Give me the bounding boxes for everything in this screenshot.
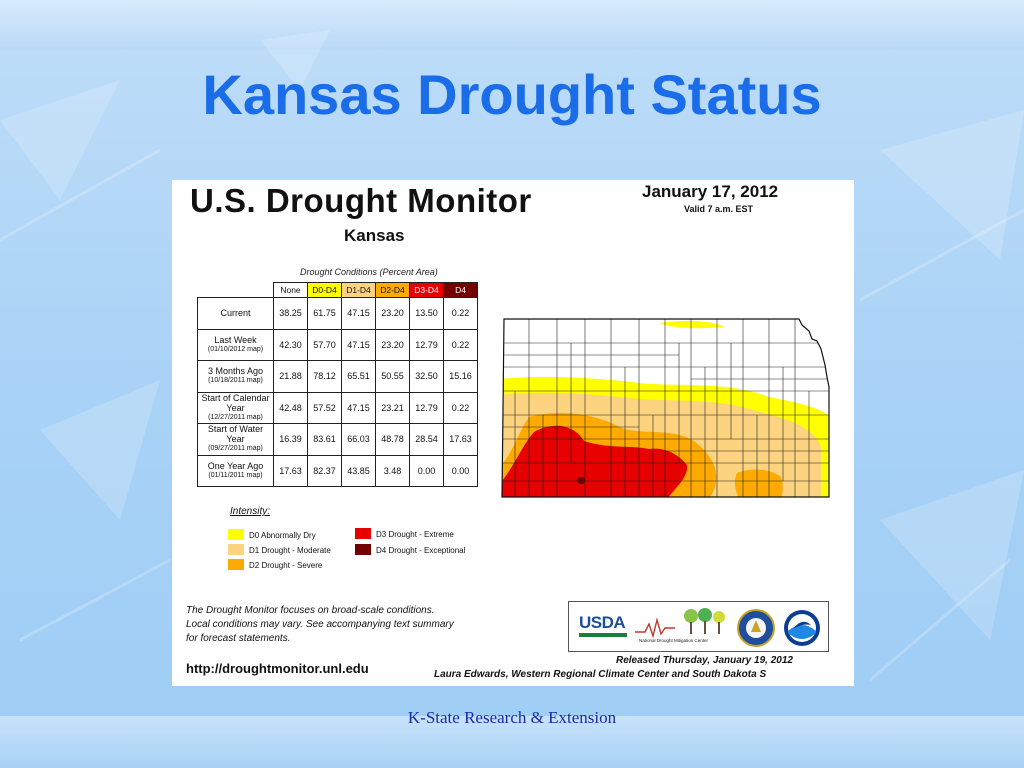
legend-swatch-d3: [355, 528, 371, 539]
note-line: for forecast statements.: [186, 633, 291, 644]
monitor-title: U.S. Drought Monitor: [190, 182, 532, 219]
table-cell: 42.48: [273, 391, 308, 424]
table-cell: 17.63: [273, 454, 308, 487]
drought-monitor-panel: U.S. Drought Monitor Kansas January 17, …: [172, 180, 854, 686]
table-cell: 43.85: [341, 454, 376, 487]
col-header-none: None: [273, 282, 308, 298]
table-caption: Drought Conditions (Percent Area): [300, 267, 438, 277]
table-row: 3 Months Ago (10/18/2011 map) 21.88 78.12…: [197, 360, 478, 393]
table-cell: 28.54: [409, 423, 444, 456]
table-cell: 0.00: [409, 454, 444, 487]
map-state-outline: [501, 318, 830, 498]
monitor-state: Kansas: [344, 226, 405, 245]
row-label: Start of Calendar Year (12/27/2011 map): [197, 391, 274, 424]
partner-logos-box: USDA National Drought Mitigation Center: [568, 601, 829, 652]
table-cell: 57.70: [307, 328, 342, 361]
legend-label-d2: D2 Drought - Severe: [249, 561, 323, 570]
table-row: Start of Calendar Year (12/27/2011 map) 4…: [197, 391, 478, 424]
table-row: Current 38.25 61.75 47.15 23.20 13.50 0.…: [197, 297, 478, 330]
map-d3-area: [502, 425, 688, 497]
table-cell: 15.16: [443, 360, 478, 393]
release-date: Released Thursday, January 19, 2012: [616, 655, 793, 666]
row-label: One Year Ago (01/11/2011 map): [197, 454, 274, 487]
map-county-grid: [502, 319, 829, 497]
table-cell: 32.50: [409, 360, 444, 393]
legend-swatch-d2: [228, 559, 244, 570]
noaa-logo-icon: [784, 610, 820, 646]
table-row: One Year Ago (01/11/2011 map) 17.63 82.37…: [197, 454, 478, 487]
table-cell: 47.15: [341, 297, 376, 330]
commerce-seal-icon: [737, 609, 775, 647]
legend-label-d1: D1 Drought - Moderate: [249, 546, 331, 555]
legend-label-d4: D4 Drought - Exceptional: [376, 546, 466, 555]
monitor-date: January 17, 2012: [642, 182, 779, 201]
row-label: 3 Months Ago (10/18/2011 map): [197, 360, 274, 393]
table-cell: 23.20: [375, 297, 410, 330]
table-cell: 13.50: [409, 297, 444, 330]
map-d4-area: [577, 476, 586, 485]
table-cell: 57.52: [307, 391, 342, 424]
drought-conditions-table: None D0-D4 D1-D4 D2-D4 D3-D4 D4 Current …: [197, 282, 478, 487]
col-header-d3-d4: D3-D4: [409, 282, 444, 298]
usda-logo-bar: [579, 633, 627, 637]
map-d0-north-strip: [659, 320, 724, 329]
table-cell: 61.75: [307, 297, 342, 330]
table-cell: 47.15: [341, 391, 376, 424]
legend-swatch-d1: [228, 544, 244, 555]
map-d2-southeast-area: [734, 469, 783, 497]
table-cell: 83.61: [307, 423, 342, 456]
footer-credit: K-State Research & Extension: [407, 708, 617, 727]
table-cell: 0.22: [443, 391, 478, 424]
table-cell: 0.22: [443, 328, 478, 361]
table-cell: 66.03: [341, 423, 376, 456]
col-header-d1-d4: D1-D4: [341, 282, 376, 298]
disclaimer-note: The Drought Monitor focuses on broad-sca…: [186, 604, 454, 646]
table-cell: 48.78: [375, 423, 410, 456]
top-band: [0, 0, 1024, 50]
ndmc-logo-text: National Drought Mitigation Center: [639, 638, 709, 643]
table-cell: 42.30: [273, 328, 308, 361]
table-cell: 82.37: [307, 454, 342, 487]
table-cell: 3.48: [375, 454, 410, 487]
row-label: Last Week (01/10/2012 map): [197, 328, 274, 361]
col-header-d4: D4: [443, 282, 478, 298]
table-cell: 12.79: [409, 328, 444, 361]
monitor-valid-time: Valid 7 a.m. EST: [684, 204, 754, 214]
table-row: Start of Water Year (09/27/2011 map) 16.3…: [197, 423, 478, 456]
table-cell: 23.21: [375, 391, 410, 424]
usda-logo: USDA: [579, 613, 626, 632]
note-line: The Drought Monitor focuses on broad-sca…: [186, 605, 435, 616]
ndmc-logo-icon: [635, 608, 725, 638]
table-row: Last Week (01/10/2012 map) 42.30 57.70 47…: [197, 328, 478, 361]
table-cell: 12.79: [409, 391, 444, 424]
col-header-d2-d4: D2-D4: [375, 282, 410, 298]
table-cell: 65.51: [341, 360, 376, 393]
table-cell: 38.25: [273, 297, 308, 330]
legend-label-d0: D0 Abnormally Dry: [249, 531, 316, 540]
col-header-d0-d4: D0-D4: [307, 282, 342, 298]
note-line: Local conditions may vary. See accompany…: [186, 619, 454, 630]
table-cell: 0.00: [443, 454, 478, 487]
row-label: Current: [197, 297, 274, 330]
intensity-heading: Intensity:: [230, 506, 271, 517]
legend-label-d3: D3 Drought - Extreme: [376, 530, 454, 539]
table-cell: 21.88: [273, 360, 308, 393]
authors-credit: Laura Edwards, Western Regional Climate …: [434, 669, 767, 680]
bottom-band: [0, 716, 1024, 768]
slide-title: Kansas Drought Status: [202, 63, 822, 126]
table-cell: 23.20: [375, 328, 410, 361]
legend-swatch-d4: [355, 544, 371, 555]
row-label: Start of Water Year (09/27/2011 map): [197, 423, 274, 456]
kansas-drought-map: [501, 318, 830, 498]
drought-monitor-url[interactable]: http://droughtmonitor.unl.edu: [186, 661, 369, 676]
table-cell: 47.15: [341, 328, 376, 361]
table-cell: 16.39: [273, 423, 308, 456]
table-cell: 0.22: [443, 297, 478, 330]
table-cell: 50.55: [375, 360, 410, 393]
table-cell: 17.63: [443, 423, 478, 456]
legend-swatch-d0: [228, 529, 244, 540]
table-cell: 78.12: [307, 360, 342, 393]
table-corner: [198, 283, 274, 298]
